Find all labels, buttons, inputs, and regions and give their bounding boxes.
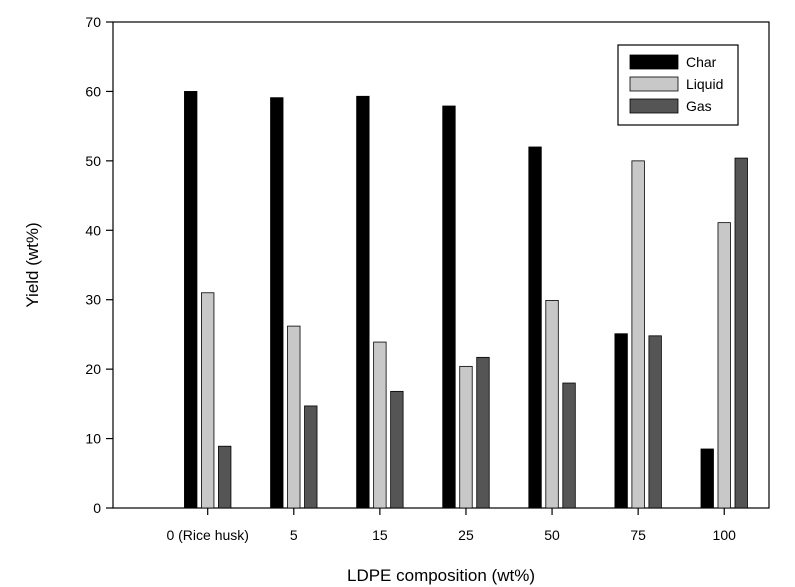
bar-liquid [717, 222, 731, 509]
x-tick-label: 15 [372, 527, 388, 543]
bar-char [528, 146, 542, 509]
y-tick-label: 10 [85, 431, 101, 447]
legend-label-gas: Gas [686, 98, 712, 114]
y-tick-label: 50 [85, 153, 101, 169]
bar-gas [734, 157, 748, 509]
y-tick-label: 30 [85, 292, 101, 308]
bar-gas [218, 445, 232, 509]
bar-char [270, 97, 284, 509]
legend-swatch-liquid [629, 76, 679, 92]
bar-char [700, 448, 714, 509]
bar-liquid [631, 160, 645, 509]
bar-char [442, 105, 456, 509]
y-tick-label: 0 [93, 500, 101, 516]
bar-liquid [459, 365, 473, 509]
bar-char [614, 333, 628, 509]
x-tick-label: 0 (Rice husk) [166, 527, 248, 543]
x-tick-label: 100 [713, 527, 737, 543]
bar-char [356, 95, 370, 509]
x-tick-label: 5 [290, 527, 298, 543]
x-tick-label: 25 [458, 527, 474, 543]
x-tick-label: 50 [544, 527, 560, 543]
x-axis: 0 (Rice husk) 5 15 25 50 75 100 [166, 508, 736, 543]
legend-swatch-char [629, 54, 679, 70]
legend: Char Liquid Gas [617, 44, 739, 126]
bar-gas [476, 356, 490, 509]
bar-liquid [373, 341, 387, 509]
plot-frame [112, 21, 770, 509]
bar-liquid [545, 300, 559, 509]
bar-char [184, 91, 198, 509]
legend-swatch-gas [629, 98, 679, 114]
bar-liquid [287, 325, 301, 509]
y-axis: 0 10 20 30 40 50 60 70 [85, 14, 113, 516]
y-tick-label: 40 [85, 222, 101, 238]
x-axis-title: LDPE composition (wt%) [347, 566, 535, 585]
x-tick-label: 75 [630, 527, 646, 543]
legend-label-char: Char [686, 54, 717, 70]
bar-gas [562, 382, 576, 509]
y-tick-label: 70 [85, 14, 101, 30]
legend-label-liquid: Liquid [686, 76, 723, 92]
y-tick-label: 20 [85, 361, 101, 377]
bar-gas [304, 405, 318, 509]
bar-liquid [201, 292, 215, 509]
y-tick-label: 60 [85, 83, 101, 99]
bar-gas [648, 335, 662, 509]
bars [184, 91, 748, 509]
bar-gas [390, 390, 404, 509]
y-axis-title: Yield (wt%) [23, 222, 42, 307]
